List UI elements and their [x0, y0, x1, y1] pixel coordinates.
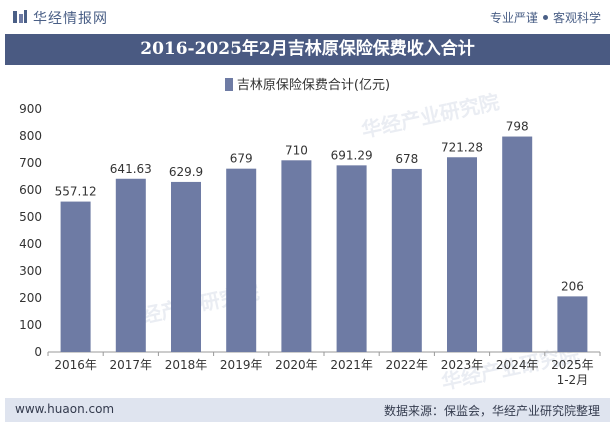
y-tick-label: 200 [19, 291, 42, 305]
legend-label: 吉林原保险保费合计(亿元) [236, 78, 391, 93]
y-tick-label: 800 [19, 129, 42, 143]
tagline: 专业严谨 客观科学 [490, 9, 601, 26]
y-tick-label: 300 [19, 264, 42, 278]
bar [226, 168, 257, 352]
y-tick-label: 700 [19, 156, 42, 170]
data-label: 641.63 [110, 162, 152, 176]
data-label: 678 [395, 152, 418, 166]
tagline-right: 客观科学 [552, 11, 601, 25]
x-tick-label: 2020年 [275, 358, 318, 372]
bar [557, 296, 588, 352]
x-tick-label: 2017年 [110, 358, 153, 372]
chart-legend: 吉林原保险保费合计(亿元) [0, 74, 615, 93]
data-label: 691.29 [331, 148, 373, 162]
x-tick-label: 2022年 [386, 358, 429, 372]
y-tick-label: 100 [19, 318, 42, 332]
x-tick-label: 1-2月 [557, 373, 589, 387]
title-bar: 2016-2025年2月吉林原保险保费收入合计 [5, 34, 610, 65]
top-bar: 华经情报网 专业严谨 客观科学 [0, 0, 615, 34]
x-tick-label: 2023年 [441, 358, 484, 372]
legend-swatch [224, 78, 233, 91]
chart-title: 2016-2025年2月吉林原保险保费收入合计 [140, 39, 475, 59]
x-tick-label: 2024年 [496, 358, 539, 372]
x-tick-label: 2019年 [220, 358, 263, 372]
y-tick-label: 0 [34, 345, 42, 359]
x-tick-label: 2021年 [330, 358, 373, 372]
data-label: 557.12 [55, 185, 97, 199]
bar [115, 178, 146, 352]
footer-source: 数据来源：保监会，华经产业研究院整理 [383, 404, 600, 418]
x-tick-label: 2016年 [54, 358, 97, 372]
bar [391, 168, 422, 352]
y-tick-label: 500 [19, 210, 42, 224]
brand-name: 华经情报网 [33, 11, 108, 27]
bar [281, 160, 312, 352]
y-tick-label: 400 [19, 237, 42, 251]
logo-icon [13, 10, 27, 23]
tagline-left: 专业严谨 [489, 11, 538, 25]
data-label: 798 [506, 120, 529, 134]
dot-separator-icon [542, 15, 548, 20]
footer-website: www.huaon.com [15, 402, 115, 416]
x-tick-label: 2025年 [551, 358, 594, 372]
footer-bar: www.huaon.com 数据来源：保监会，华经产业研究院整理 [5, 398, 610, 422]
bar [502, 136, 533, 352]
data-label: 679 [230, 152, 253, 166]
data-label: 710 [285, 143, 308, 157]
bar [447, 157, 477, 352]
bar [171, 181, 201, 352]
x-tick-label: 2018年 [165, 358, 208, 372]
bar [336, 165, 367, 352]
y-tick-label: 600 [19, 183, 42, 197]
data-label: 206 [561, 279, 584, 293]
data-label: 721.28 [441, 140, 483, 154]
y-tick-label: 900 [19, 102, 42, 116]
bar [60, 201, 91, 352]
data-label: 629.9 [169, 165, 203, 179]
